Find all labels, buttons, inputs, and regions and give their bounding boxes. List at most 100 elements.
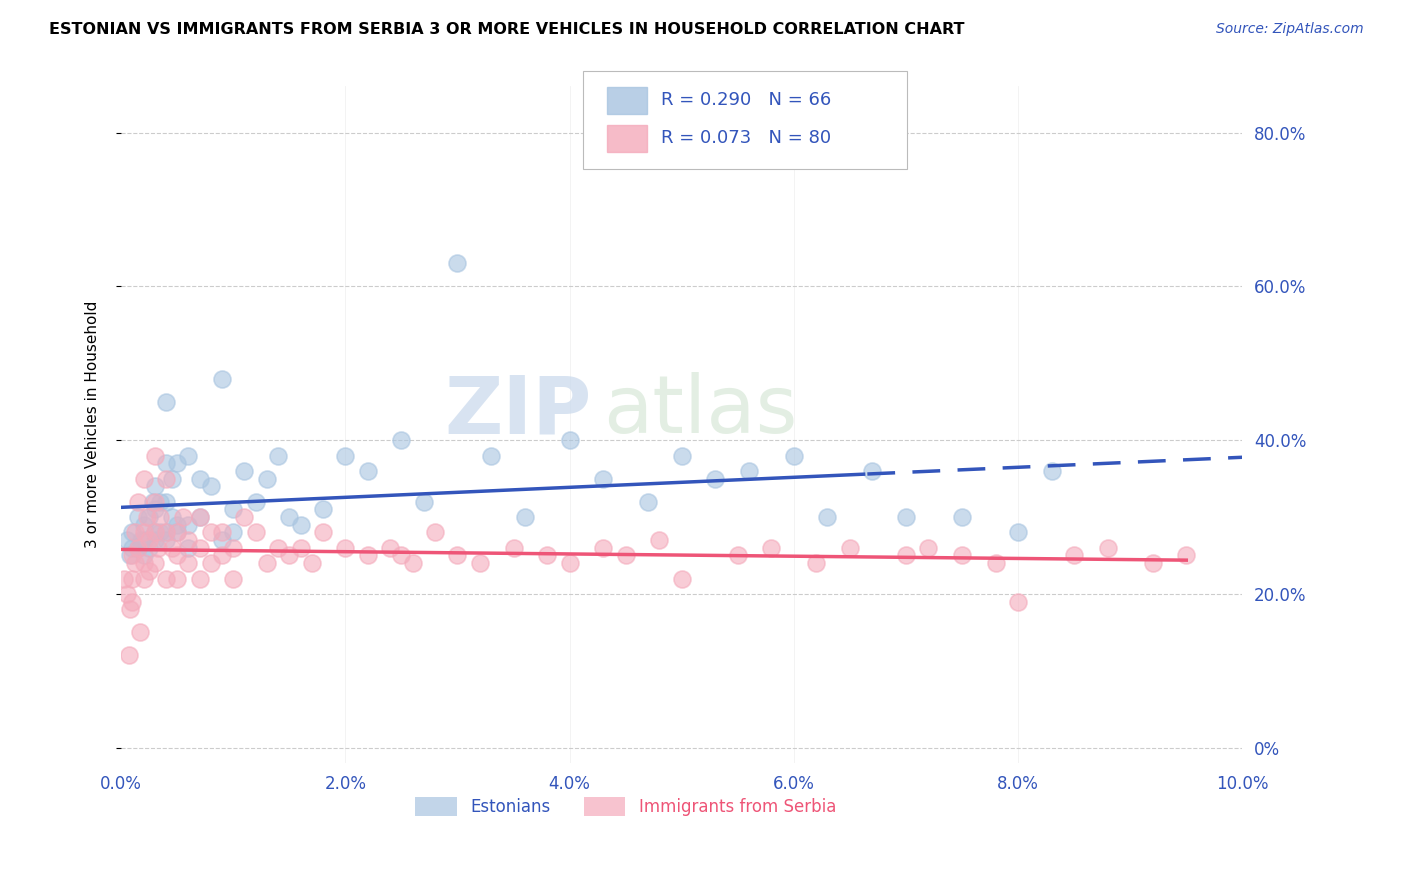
Point (817, 510, 839, 524)
Point (132, 533, 155, 547)
Point (468, 556, 491, 570)
Point (894, 549, 917, 563)
Point (143, 556, 166, 570)
Point (391, 549, 413, 563)
Text: atlas: atlas (603, 372, 797, 450)
Point (155, 525, 177, 540)
Point (146, 541, 169, 555)
Point (120, 602, 142, 616)
Point (177, 541, 200, 555)
Point (149, 525, 172, 540)
Point (558, 433, 581, 447)
Point (188, 472, 211, 486)
Point (671, 449, 693, 463)
Point (188, 510, 211, 524)
Point (115, 533, 138, 547)
Point (423, 525, 446, 540)
Point (166, 525, 188, 540)
Point (188, 572, 211, 586)
Point (135, 510, 157, 524)
Point (177, 517, 200, 532)
Point (132, 572, 155, 586)
Point (637, 494, 659, 508)
Point (335, 449, 357, 463)
Point (143, 502, 166, 516)
Point (138, 564, 160, 578)
Point (245, 525, 267, 540)
Point (177, 533, 200, 547)
Point (592, 472, 614, 486)
Y-axis label: 3 or more Vehicles in Household: 3 or more Vehicles in Household (86, 301, 100, 549)
Text: ESTONIAN VS IMMIGRANTS FROM SERBIA 3 OR MORE VEHICLES IN HOUSEHOLD CORRELATION C: ESTONIAN VS IMMIGRANTS FROM SERBIA 3 OR … (49, 22, 965, 37)
Point (738, 464, 761, 478)
Point (479, 449, 502, 463)
Point (166, 525, 188, 540)
Point (149, 510, 172, 524)
Text: R = 0.073   N = 80: R = 0.073 N = 80 (661, 129, 831, 147)
Point (1175, 549, 1198, 563)
Point (132, 556, 155, 570)
Point (233, 510, 256, 524)
Text: R = 0.290   N = 66: R = 0.290 N = 66 (661, 91, 831, 109)
Point (166, 549, 188, 563)
Point (155, 456, 177, 470)
Point (160, 472, 183, 486)
Point (245, 494, 267, 508)
Point (536, 549, 558, 563)
Point (290, 541, 312, 555)
Point (127, 541, 149, 555)
Point (558, 556, 581, 570)
Point (177, 449, 200, 463)
Point (155, 525, 177, 540)
Point (166, 517, 188, 532)
Point (917, 541, 939, 555)
Point (211, 371, 233, 385)
Point (278, 510, 301, 524)
Point (121, 541, 143, 555)
Point (172, 510, 194, 524)
Point (860, 464, 883, 478)
Point (211, 525, 233, 540)
Point (166, 456, 188, 470)
Point (160, 510, 183, 524)
Point (592, 541, 614, 555)
Point (143, 479, 166, 493)
Point (211, 549, 233, 563)
Point (200, 556, 222, 570)
Point (984, 556, 1007, 570)
Point (149, 494, 172, 508)
Point (121, 594, 143, 608)
Point (120, 549, 142, 563)
Point (188, 541, 211, 555)
Point (704, 472, 727, 486)
Point (267, 449, 290, 463)
Point (222, 525, 245, 540)
Point (256, 472, 278, 486)
Point (894, 510, 917, 524)
Point (1142, 556, 1164, 570)
Point (838, 541, 860, 555)
Point (143, 525, 166, 540)
Point (391, 433, 413, 447)
Point (278, 549, 301, 563)
Point (143, 525, 166, 540)
Point (267, 541, 290, 555)
Point (200, 525, 222, 540)
Point (222, 502, 245, 516)
Point (118, 648, 141, 663)
Point (143, 449, 166, 463)
Point (188, 510, 211, 524)
Point (127, 494, 149, 508)
Point (155, 572, 177, 586)
Point (155, 494, 177, 508)
Point (357, 464, 380, 478)
Point (141, 494, 163, 508)
Point (412, 494, 434, 508)
Point (121, 525, 143, 540)
Point (138, 510, 160, 524)
Point (312, 502, 335, 516)
Point (166, 572, 188, 586)
Point (129, 625, 152, 640)
Point (222, 541, 245, 555)
Point (121, 572, 143, 586)
